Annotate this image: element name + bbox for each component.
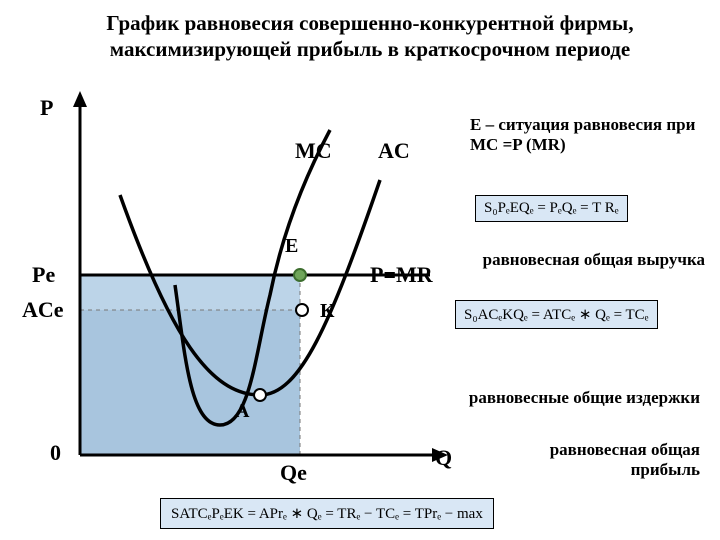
chart-title: График равновесия совершенно-конкурентно…: [60, 10, 680, 63]
y-axis-arrow: [73, 91, 87, 107]
point-k: [296, 304, 308, 316]
point-a: [254, 389, 266, 401]
point-e: [294, 269, 306, 281]
cost-text: равновесные общие издержки: [460, 388, 700, 408]
e-point-label: E: [285, 235, 298, 258]
y-axis-label: P: [40, 95, 53, 121]
profit-text: равновесная общая прибыль: [490, 440, 700, 481]
pmr-label: P=MR: [370, 262, 433, 288]
x-axis-label: Q: [435, 445, 452, 471]
ac-label: AC: [378, 138, 410, 164]
pe-label: Pe: [32, 262, 55, 288]
origin-label: 0: [50, 440, 61, 466]
formula-revenue: S₀PₑEQₑ = PₑQₑ = T Rₑ: [475, 195, 628, 222]
a-point-label: A: [235, 400, 249, 423]
ace-label: ACe: [22, 297, 64, 323]
mc-label: MC: [295, 138, 332, 164]
revenue-text: равновесная общая выручка: [475, 250, 705, 270]
k-point-label: К: [320, 300, 335, 323]
qe-label: Qe: [280, 460, 307, 486]
formula-profit: SATCₑPₑEK = APrₑ ∗ Qₑ = TRₑ − TCₑ = TPrₑ…: [160, 498, 494, 529]
e-description: E – ситуация равновесия при MC =P (MR): [470, 115, 700, 156]
formula-cost: S₀ACₑKQₑ = ATCₑ ∗ Qₑ = TCₑ: [455, 300, 658, 329]
